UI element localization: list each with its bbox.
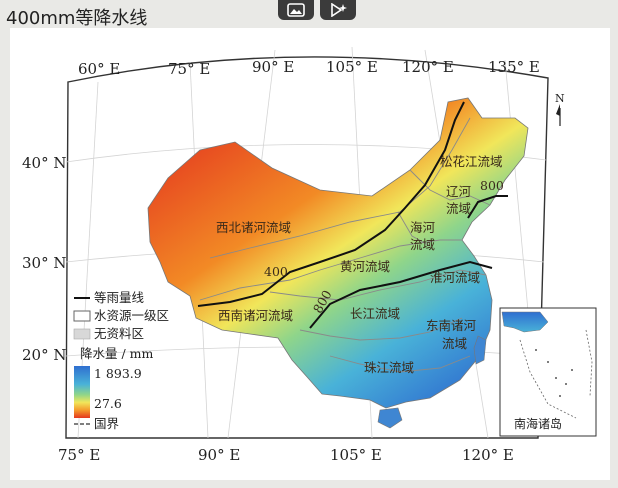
region-label-hai-1: 海河 bbox=[410, 220, 436, 235]
taiwan-island bbox=[473, 335, 487, 365]
region-label-southwest: 西南诸河流域 bbox=[218, 308, 293, 323]
map-frame bbox=[65, 56, 549, 439]
region-label-huaihe: 淮河流域 bbox=[430, 270, 480, 285]
top-tick-135e: 135° E bbox=[488, 58, 540, 76]
lat-tick-20n: 20° N bbox=[22, 346, 66, 364]
legend-precip-colorbar bbox=[74, 366, 90, 418]
lat-tick-40n: 40° N bbox=[22, 154, 66, 172]
top-tick-120e: 120° E bbox=[402, 58, 454, 76]
legend-border-label: 国界 bbox=[94, 416, 120, 431]
basin-boundaries bbox=[199, 117, 491, 373]
legend-isohyet-label: 等雨量线 bbox=[94, 290, 145, 305]
bottom-tick-120e: 120° E bbox=[462, 446, 514, 464]
region-label-southeast-2: 流域 bbox=[442, 336, 467, 351]
bottom-tick-105e: 105° E bbox=[330, 446, 382, 464]
legend-basin-label: 水资源一级区 bbox=[94, 308, 169, 323]
region-label-hai-2: 流域 bbox=[410, 237, 435, 252]
map-legend: 等雨量线 水资源一级区 无资料区 降水量 / mm 1 893.9 27.6 国… bbox=[73, 290, 169, 431]
north-arrow-icon bbox=[556, 104, 561, 126]
south-china-sea-inset: 南海诸岛 bbox=[499, 307, 597, 437]
region-label-liao-1: 辽河 bbox=[446, 184, 472, 199]
page-title: 400mm等降水线 bbox=[6, 8, 148, 29]
legend-nodata-swatch bbox=[73, 328, 91, 340]
legend-basin-swatch bbox=[73, 310, 91, 322]
legend-nodata-label: 无资料区 bbox=[94, 326, 144, 341]
image-icon bbox=[287, 3, 305, 17]
image-toolbar bbox=[278, 0, 360, 20]
top-tick-60e: 60° E bbox=[78, 60, 120, 78]
region-label-southeast-1: 东南诸河 bbox=[426, 318, 477, 333]
bottom-tick-90e: 90° E bbox=[198, 446, 240, 464]
region-label-pearl: 珠江流域 bbox=[364, 360, 414, 375]
sparkle-search-icon bbox=[331, 3, 347, 17]
visual-search-button[interactable] bbox=[320, 0, 356, 20]
isohyet-800-south bbox=[309, 260, 493, 329]
legend-precip-label: 降水量 / mm bbox=[80, 346, 154, 361]
lat-tick-30n: 30° N bbox=[22, 254, 66, 272]
region-label-songhua: 松花江流域 bbox=[440, 154, 503, 169]
isohyet-800-north bbox=[467, 195, 508, 219]
north-label: N bbox=[555, 92, 565, 105]
isohyet-label-800-north: 800 bbox=[480, 178, 504, 193]
legend-min-label: 27.6 bbox=[94, 396, 122, 411]
top-tick-105e: 105° E bbox=[326, 58, 378, 76]
region-label-huanghe: 黄河流域 bbox=[340, 259, 390, 274]
region-label-liao-2: 流域 bbox=[446, 201, 471, 216]
region-label-northwest: 西北诸河流域 bbox=[216, 220, 291, 235]
top-tick-90e: 90° E bbox=[252, 58, 294, 76]
top-tick-75e: 75° E bbox=[168, 60, 210, 78]
isohyet-400 bbox=[197, 101, 465, 307]
inset-label: 南海诸岛 bbox=[514, 416, 562, 431]
hainan-island bbox=[377, 407, 403, 429]
legend-max-label: 1 893.9 bbox=[94, 366, 142, 381]
save-image-button[interactable] bbox=[278, 0, 314, 20]
region-label-yangtze: 长江流域 bbox=[350, 306, 400, 321]
bottom-tick-75e: 75° E bbox=[58, 446, 100, 464]
isohyet-label-400: 400 bbox=[264, 264, 288, 279]
